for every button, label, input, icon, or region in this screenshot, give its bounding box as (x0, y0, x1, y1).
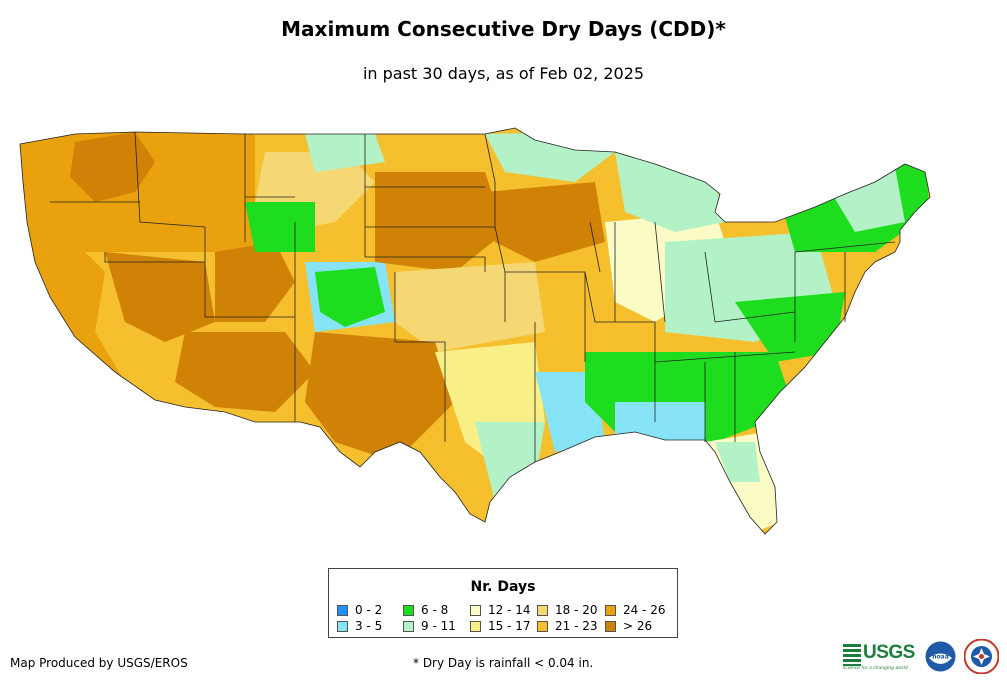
region-michigan (615, 152, 725, 232)
legend-item-24-26: 24 - 26 (605, 604, 666, 617)
legend-label: 3 - 5 (355, 619, 383, 633)
legend-item-18-20: 18 - 20 (537, 604, 598, 617)
produced-by-credit: Map Produced by USGS/EROS (10, 656, 188, 670)
map-title: Maximum Consecutive Dry Days (CDD)* (281, 17, 726, 41)
legend-label: 0 - 2 (355, 603, 383, 617)
legend-label: 24 - 26 (623, 603, 666, 617)
state-borders (19, 127, 931, 535)
legend-label: > 26 (623, 619, 653, 633)
noaa-logo: noaa (925, 641, 956, 672)
dry-day-footnote: * Dry Day is rainfall < 0.04 in. (413, 656, 594, 670)
noaa-gull-shape (929, 653, 952, 664)
legend-label: 18 - 20 (555, 603, 598, 617)
legend-label: 21 - 23 (555, 619, 598, 633)
region-great-basin (105, 252, 215, 342)
legend-item-over-26: > 26 (605, 620, 652, 633)
region-wyoming (245, 202, 315, 252)
region-florida-north (715, 442, 760, 482)
region-carolinas (735, 292, 845, 362)
region-texas-west (305, 332, 455, 462)
legend-item-3-5: 3 - 5 (337, 620, 382, 633)
noaa-logo-text: noaa (932, 654, 949, 661)
legend-swatch (470, 605, 481, 616)
legend-item-9-11: 9 - 11 (403, 620, 456, 633)
legend-swatch (537, 605, 548, 616)
legend-item-0-2: 0 - 2 (337, 604, 382, 617)
usgs-logo-text: USGS (863, 642, 915, 663)
map-subtitle: in past 30 days, as of Feb 02, 2025 (362, 64, 645, 83)
legend-swatch (403, 621, 414, 632)
region-california (25, 242, 125, 382)
us-cdd-map (19, 127, 931, 535)
legend-swatch (605, 621, 616, 632)
usgs-logo: USGS science for a changing world (843, 642, 919, 672)
region-kansas-ok (395, 262, 545, 352)
legend-item-12-14: 12 - 14 (470, 604, 531, 617)
legend-swatch (403, 605, 414, 616)
region-arizona (175, 332, 315, 412)
legend-item-15-17: 15 - 17 (470, 620, 531, 633)
legend-title: Nr. Days (470, 579, 536, 595)
region-iowa-minn (485, 182, 605, 262)
legend-item-21-23: 21 - 23 (537, 620, 598, 633)
nws-center-dot (979, 654, 984, 659)
legend-swatch (537, 621, 548, 632)
nws-logo (964, 639, 999, 674)
legend-label: 12 - 14 (488, 603, 531, 617)
usgs-tagline: science for a changing world (843, 666, 908, 671)
legend-box: Nr. Days 0 - 2 3 - 5 6 - 8 9 - 11 12 - 1… (328, 568, 678, 638)
region-central-plains (375, 172, 505, 272)
legend-label: 9 - 11 (421, 619, 456, 633)
cdd-color-regions (20, 128, 930, 534)
region-alabama-blue (615, 402, 705, 442)
legend-swatch (470, 621, 481, 632)
region-colorado-green (315, 267, 385, 327)
legend-swatch (337, 621, 348, 632)
legend-swatch (605, 605, 616, 616)
region-utah (215, 242, 295, 322)
legend-label: 15 - 17 (488, 619, 531, 633)
legend-item-6-8: 6 - 8 (403, 604, 448, 617)
internal-borders (50, 131, 896, 462)
legend-swatch (337, 605, 348, 616)
region-interior-nw (70, 132, 155, 202)
usgs-wave-icon (843, 644, 861, 666)
legend-label: 6 - 8 (421, 603, 449, 617)
